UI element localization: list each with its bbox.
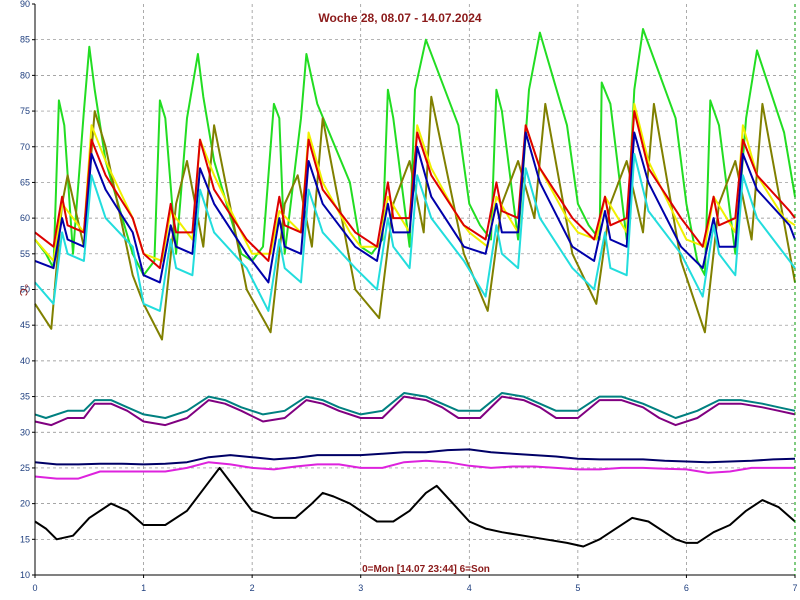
series-line-teal [34, 392, 796, 419]
y-tick-label: 80 [20, 70, 30, 80]
x-tick-label: 0 [32, 583, 37, 593]
chart-footer: 0=Mon [14.07 23:44] 6=Son [362, 564, 490, 575]
series-line-black [34, 466, 796, 548]
y-tick-label: 90 [20, 0, 30, 9]
series-layer [34, 28, 796, 548]
y-tick-label: 75 [20, 106, 30, 116]
y-tick-label: 50 [20, 285, 30, 295]
series-line-cyan [34, 152, 796, 312]
x-tick-label: 5 [575, 583, 580, 593]
chart-title: Woche 28, 08.07 - 14.07.2024 [318, 11, 482, 25]
y-axis-label: °C [17, 284, 29, 296]
series-line-blue [34, 131, 796, 284]
y-tick-label: 25 [20, 463, 30, 473]
x-tick-label: 6 [684, 583, 689, 593]
x-tick-label: 1 [141, 583, 146, 593]
x-tick-label: 2 [250, 583, 255, 593]
x-tick-label: 7 [792, 583, 797, 593]
y-tick-label: 85 [20, 35, 30, 45]
y-tick-label: 65 [20, 177, 30, 187]
series-line-magenta [34, 459, 795, 480]
x-tick-label: 4 [467, 583, 472, 593]
y-tick-label: 60 [20, 213, 30, 223]
y-tick-label: 35 [20, 392, 30, 402]
y-tick-label: 55 [20, 249, 30, 259]
y-tick-label: 20 [20, 499, 30, 509]
y-tick-label: 30 [20, 427, 30, 437]
x-tick-label: 3 [358, 583, 363, 593]
y-tick-label: 10 [20, 570, 30, 580]
y-tick-label: 70 [20, 142, 30, 152]
y-tick-label: 40 [20, 356, 30, 366]
series-line-purple [34, 395, 796, 427]
y-tick-label: 15 [20, 534, 30, 544]
series-line-navy [34, 448, 796, 466]
y-tick-label: 45 [20, 320, 30, 330]
series-line-red [34, 110, 796, 270]
